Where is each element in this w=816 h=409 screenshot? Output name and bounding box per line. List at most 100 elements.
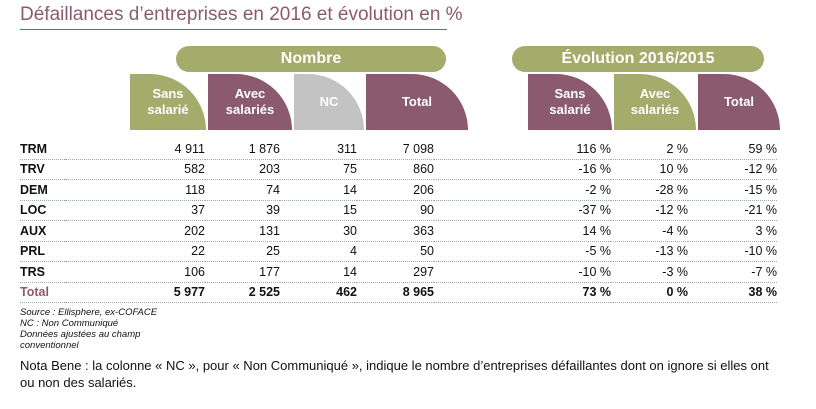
header-avec-salaries: Avec salariés — [208, 74, 292, 130]
header-total: Total — [366, 74, 468, 130]
header-total-label: Total — [401, 94, 433, 109]
cell-evo-avec-salaries: -13 % — [611, 241, 688, 262]
data-table: TRM 4 911 1 876 311 7 098 116 % 2 % 59 % TRV 582 2… — [20, 139, 777, 303]
cell-total: 297 — [357, 261, 434, 283]
cell-evo-total: 38 % — [688, 282, 777, 303]
adjust-footnote-2: conventionnel — [20, 340, 79, 351]
table-row: TRS 106 177 14 297 -10 % -3 % -7 % — [20, 261, 777, 283]
table-row: TRM 4 911 1 876 311 7 098 116 % 2 % 59 % — [20, 139, 777, 160]
cell-total: 8 965 — [357, 282, 434, 303]
cell-nc: 15 — [280, 200, 357, 221]
row-label: TRV — [20, 159, 65, 180]
cell-avec-salaries: 2 525 — [205, 282, 280, 303]
source-footnote: Source : Ellisphere, ex-COFACE — [20, 307, 158, 318]
cell-sans-salarie: 582 — [65, 159, 205, 180]
table-row: AUX 202 131 30 363 14 % -4 % 3 % — [20, 220, 777, 242]
cell-evo-sans-salarie: -5 % — [434, 241, 611, 262]
cell-evo-avec-salaries: -4 % — [611, 220, 688, 242]
cell-sans-salarie: 202 — [65, 220, 205, 242]
nota-bene: Nota Bene : la colonne « NC », pour « No… — [20, 358, 769, 390]
cell-evo-avec-salaries: -12 % — [611, 200, 688, 221]
cell-evo-avec-salaries: 10 % — [611, 159, 688, 180]
cell-total: 50 — [357, 241, 434, 262]
cell-evo-total: -12 % — [688, 159, 777, 180]
table-body: TRM 4 911 1 876 311 7 098 116 % 2 % 59 % TRV 582 2… — [20, 139, 777, 303]
cell-evo-avec-salaries: 2 % — [611, 139, 688, 160]
row-label: DEM — [20, 179, 65, 201]
cell-evo-total: -7 % — [688, 261, 777, 283]
cell-evo-total: -21 % — [688, 200, 777, 221]
title-underline — [20, 29, 447, 30]
header-evo-total-label: Total — [723, 94, 755, 109]
table-row: LOC 37 39 15 90 -37 % -12 % -21 % — [20, 200, 777, 221]
cell-evo-total: -15 % — [688, 179, 777, 201]
cell-nc: 462 — [280, 282, 357, 303]
header-nc-label: NC — [319, 94, 339, 109]
cell-evo-sans-salarie: 14 % — [434, 220, 611, 242]
cell-total: 7 098 — [357, 139, 434, 160]
table-row: TRV 582 203 75 860 -16 % 10 % -12 % — [20, 159, 777, 180]
cell-evo-sans-salarie: 73 % — [434, 282, 611, 303]
row-label: LOC — [20, 200, 65, 221]
cell-sans-salarie: 106 — [65, 261, 205, 283]
header-sans-salarie-line1: Sans — [152, 86, 184, 101]
cell-nc: 30 — [280, 220, 357, 242]
table-row: DEM 118 74 14 206 -2 % -28 % -15 % — [20, 179, 777, 201]
header-evolution-sans-salarie: Sans salarié — [528, 74, 612, 130]
cell-nc: 4 — [280, 241, 357, 262]
cell-avec-salaries: 131 — [205, 220, 280, 242]
cell-avec-salaries: 39 — [205, 200, 280, 221]
cell-avec-salaries: 1 876 — [205, 139, 280, 160]
cell-avec-salaries: 177 — [205, 261, 280, 283]
header-avec-salaries-line1: Avec — [234, 86, 266, 101]
cell-nc: 75 — [280, 159, 357, 180]
row-label: TRM — [20, 139, 65, 160]
header-evo-avec-line2: salariés — [630, 102, 680, 117]
cell-evo-sans-salarie: -16 % — [434, 159, 611, 180]
cell-total: 860 — [357, 159, 434, 180]
cell-evo-sans-salarie: -2 % — [434, 179, 611, 201]
cell-evo-sans-salarie: -37 % — [434, 200, 611, 221]
cell-evo-sans-salarie: 116 % — [434, 139, 611, 160]
header-sans-salarie-line2: salarié — [147, 102, 189, 117]
cell-evo-avec-salaries: -3 % — [611, 261, 688, 283]
cell-evo-total: 59 % — [688, 139, 777, 160]
header-evo-avec-line1: Avec — [639, 86, 671, 101]
cell-sans-salarie: 4 911 — [65, 139, 205, 160]
cell-nc: 14 — [280, 179, 357, 201]
group-header-nombre: Nombre — [176, 46, 446, 72]
table-row: PRL 22 25 4 50 -5 % -13 % -10 % — [20, 241, 777, 262]
cell-sans-salarie: 118 — [65, 179, 205, 201]
cell-evo-avec-salaries: -28 % — [611, 179, 688, 201]
header-evo-sans-line2: salarié — [549, 102, 591, 117]
cell-total: 90 — [357, 200, 434, 221]
cell-sans-salarie: 22 — [65, 241, 205, 262]
nc-footnote: NC : Non Communiqué — [20, 318, 119, 329]
cell-avec-salaries: 25 — [205, 241, 280, 262]
header-nc: NC — [294, 74, 364, 130]
cell-avec-salaries: 74 — [205, 179, 280, 201]
header-evolution-avec-salaries: Avec salariés — [614, 74, 696, 130]
cell-total: 363 — [357, 220, 434, 242]
header-evo-sans-line1: Sans — [554, 86, 586, 101]
cell-evo-avec-salaries: 0 % — [611, 282, 688, 303]
header-sans-salarie: Sans salarié — [130, 74, 206, 130]
row-label: PRL — [20, 241, 65, 262]
cell-sans-salarie: 5 977 — [65, 282, 205, 303]
group-header-evolution: Évolution 2016/2015 — [512, 46, 764, 72]
cell-total: 206 — [357, 179, 434, 201]
header-avec-salaries-line2: salariés — [225, 102, 275, 117]
adjust-footnote-1: Données ajustées au champ — [20, 329, 141, 340]
cell-evo-total: 3 % — [688, 220, 777, 242]
header-evolution-total: Total — [698, 74, 780, 130]
cell-sans-salarie: 37 — [65, 200, 205, 221]
cell-nc: 14 — [280, 261, 357, 283]
table-total-row: Total 5 977 2 525 462 8 965 73 % 0 % 38 % — [20, 282, 777, 303]
cell-evo-total: -10 % — [688, 241, 777, 262]
row-label: Total — [20, 282, 65, 303]
row-label: TRS — [20, 261, 65, 283]
row-label: AUX — [20, 220, 65, 242]
page-title: Défaillances d’entreprises en 2016 et év… — [20, 4, 463, 25]
cell-nc: 311 — [280, 139, 357, 160]
cell-avec-salaries: 203 — [205, 159, 280, 180]
